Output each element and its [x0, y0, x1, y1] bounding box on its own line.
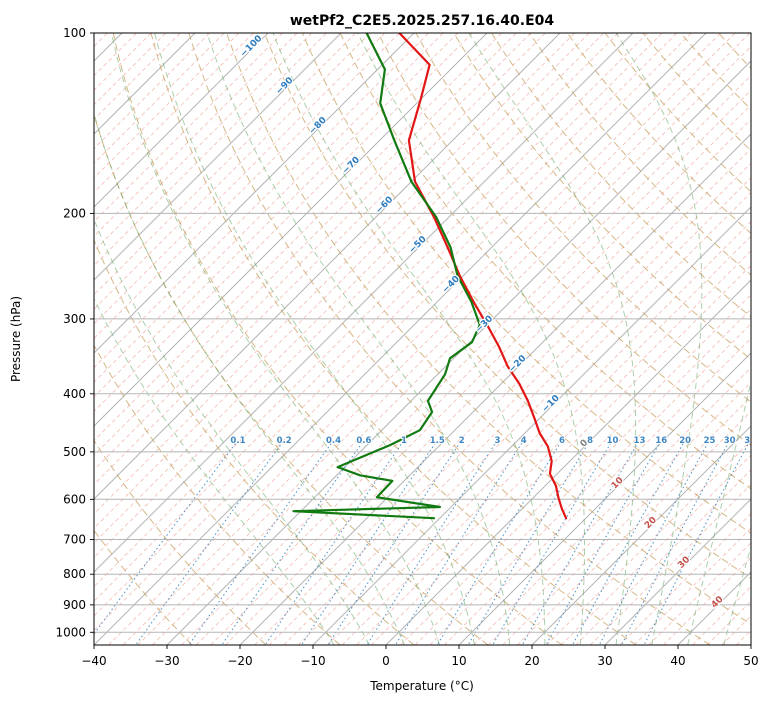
y-tick-label: 1000	[55, 625, 86, 639]
y-tick-label: 200	[63, 206, 86, 220]
y-tick-label: 700	[63, 532, 86, 546]
mixing-ratio-label: 0.4	[326, 436, 341, 446]
x-axis-label: Temperature (°C)	[369, 679, 474, 693]
isobars	[94, 33, 751, 633]
isotherm-label: 20	[643, 515, 659, 531]
mixing-ratio-label: 20	[679, 436, 691, 446]
moist-adiabats	[94, 33, 751, 645]
mixing-ratio-label: 0.1	[230, 436, 245, 446]
isotherm-label: 40	[710, 595, 726, 611]
y-tick-label: 900	[63, 598, 86, 612]
major-isotherms	[94, 33, 751, 645]
generated-plot-layers: −100−90−80−70−60−50−40−30−20−10010203040…	[55, 26, 758, 668]
temperature-profile-line	[398, 33, 568, 520]
dry-adiabats	[94, 33, 751, 645]
mixing-ratio-label: 0.2	[277, 436, 292, 446]
isotherm-label: −10	[541, 393, 562, 414]
mixing-ratio-labels: 0.1 0.2 0.4 0.6 1 1.5 2 3 4 6 8 10 13 16 20 25 30 36	[229, 435, 756, 447]
mixing-ratio-label: 4	[521, 436, 527, 446]
plot-area: −100−90−80−70−60−50−40−30−20−10010203040…	[94, 33, 756, 645]
y-axis-label: Pressure (hPa)	[9, 296, 23, 382]
mixing-ratio-label: 1.5	[430, 436, 445, 446]
y-tick-label: 600	[63, 492, 86, 506]
axes-ticks: −40 −30 −20 −10 0 10 20 30 40 5010020030040050060…	[55, 26, 758, 668]
y-tick-label: 100	[63, 26, 86, 40]
mixing-ratio-label: 8	[587, 436, 593, 446]
isotherm-label: −60	[374, 195, 395, 216]
x-tick-label: 20	[524, 654, 539, 668]
y-tick-label: 500	[63, 445, 86, 459]
x-tick-label: −30	[154, 654, 179, 668]
y-tick-label: 300	[63, 312, 86, 326]
plot-title: wetPf2_C2E5.2025.257.16.40.E04	[290, 13, 555, 29]
isotherm-label: 30	[676, 555, 692, 571]
isotherm-label: −20	[507, 354, 528, 375]
y-tick-label: 800	[63, 567, 86, 581]
x-tick-label: 10	[451, 654, 466, 668]
x-tick-label: −20	[227, 654, 252, 668]
mixing-ratio-label: 0.6	[356, 436, 371, 446]
plot-frame	[93, 32, 752, 646]
mixing-ratio-label: 13	[634, 436, 646, 446]
isotherm-label: −80	[308, 115, 329, 136]
mixing-ratio-label: 10	[607, 436, 619, 446]
dewpoint-profile-line	[292, 33, 481, 520]
isotherm-label: −50	[407, 235, 428, 256]
mixing-ratio-label: 6	[559, 436, 565, 446]
minor-isotherms	[94, 33, 751, 645]
isotherm-label: −70	[341, 155, 362, 176]
x-tick-label: −10	[300, 654, 325, 668]
x-tick-label: 30	[597, 654, 612, 668]
y-tick-label: 400	[63, 387, 86, 401]
x-tick-label: 0	[382, 654, 390, 668]
mixing-ratio-label: 25	[704, 436, 716, 446]
x-tick-label: 50	[743, 654, 758, 668]
mixing-ratio-label: 3	[494, 436, 500, 446]
x-tick-label: −40	[81, 654, 106, 668]
mixing-ratio-label: 16	[655, 436, 667, 446]
mixing-ratio-label: 1	[401, 436, 407, 446]
mixing-ratio-label: 2	[459, 436, 465, 446]
mixing-ratio-lines	[94, 440, 751, 645]
mixing-ratio-label: 36	[744, 436, 756, 446]
mixing-ratio-label: 30	[724, 436, 736, 446]
x-tick-label: 40	[670, 654, 685, 668]
